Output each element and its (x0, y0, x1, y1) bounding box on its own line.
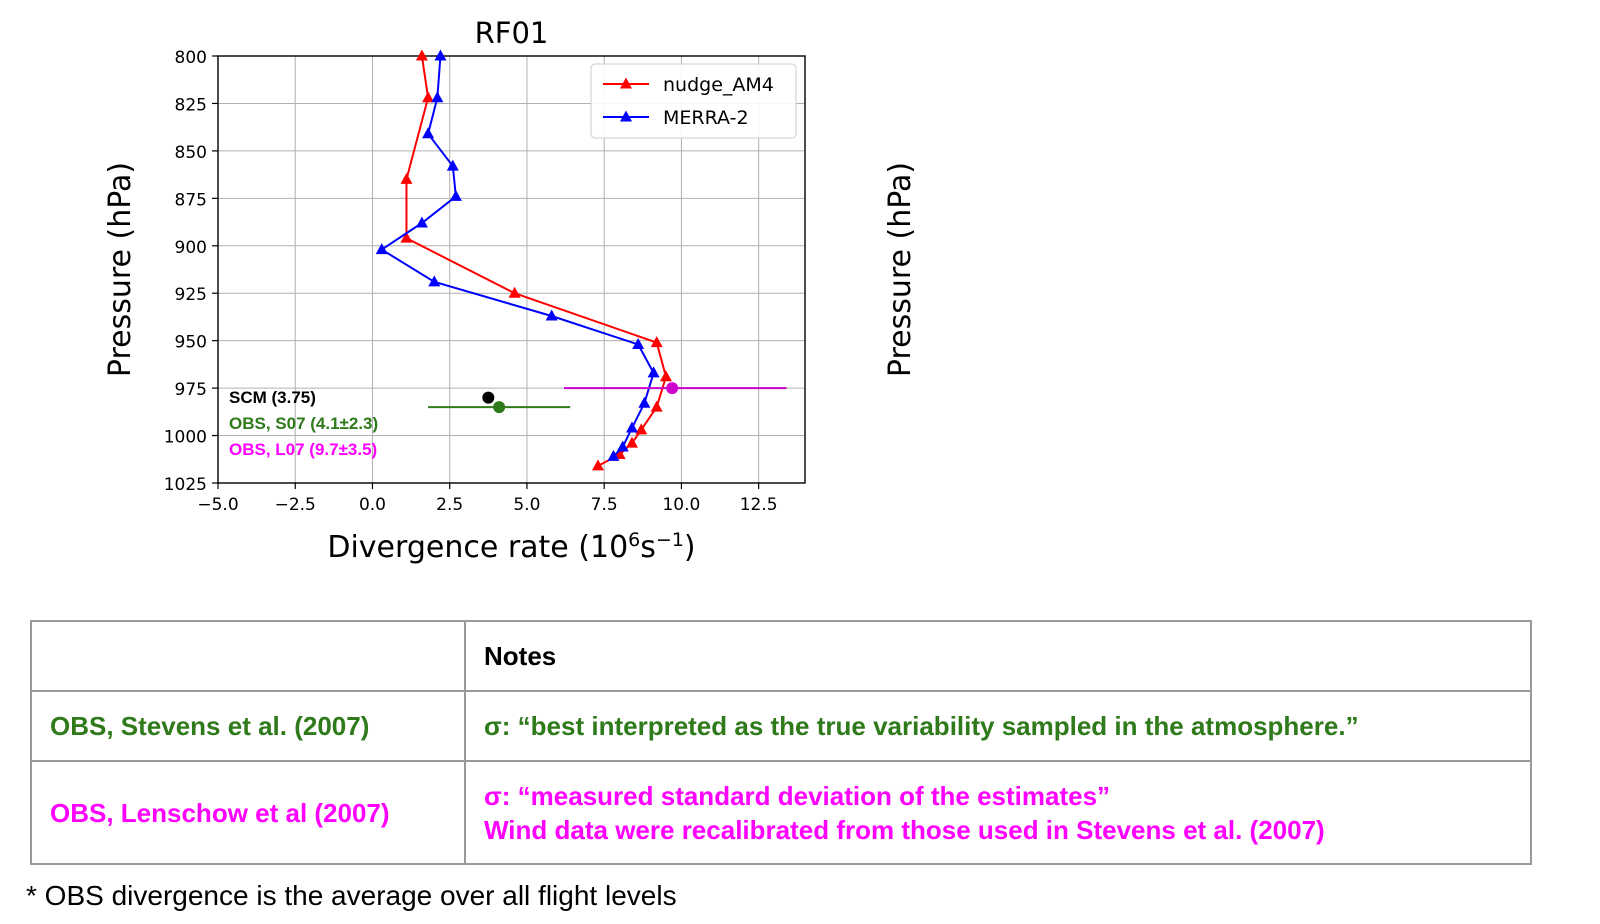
x-axis-label-part: Divergence rate (10 (327, 530, 628, 565)
series-marker-MERRA-2 (422, 127, 435, 139)
x-tick-label: 0.0 (359, 495, 386, 515)
y-tick-label: 875 (175, 190, 207, 210)
annotation-label: SCM (3.75) (229, 388, 316, 407)
legend-marker (620, 110, 632, 122)
series-marker-nudge_AM4 (659, 370, 672, 382)
annotation-label: OBS, L07 (9.7±3.5) (229, 440, 377, 459)
legend-label: MERRA-2 (663, 107, 749, 129)
x-tick-label: −5.0 (197, 495, 238, 515)
notes-table: Notes OBS, Stevens et al. (2007) σ: “bes… (30, 620, 1532, 865)
note-line: σ: “best interpreted as the true variabi… (484, 710, 1359, 741)
chart-rf01: −5.0 −2.5 0.0 2.5 5.0 7.5 10.0 12.5 800 825 850 875… (103, 16, 780, 565)
x-axis-label-part: ) (684, 530, 696, 565)
y-tick-label: 1000 (164, 428, 207, 448)
series-marker-MERRA-2 (449, 189, 462, 201)
chart-rf02: −5.0−2.50.02.55.07.510.012.5800825850875… (780, 55, 918, 484)
series-marker-MERRA-2 (415, 216, 428, 228)
x-axis-label-superscript: −1 (656, 529, 684, 551)
footnote: * OBS divergence is the average over all… (26, 880, 677, 911)
series-marker-MERRA-2 (607, 449, 620, 461)
y-tick-label: 900 (175, 238, 207, 258)
series-marker-MERRA-2 (431, 91, 444, 103)
series-marker-MERRA-2 (616, 440, 629, 452)
series-marker-MERRA-2 (647, 366, 660, 378)
y-tick-label: 925 (175, 285, 207, 305)
series-marker-nudge_AM4 (592, 459, 605, 471)
table-cell-source: OBS, Stevens et al. (2007) (30, 690, 466, 762)
series-marker-MERRA-2 (638, 396, 651, 408)
legend-box (590, 63, 780, 139)
series-marker-nudge_AM4 (635, 423, 648, 435)
x-axis-label-superscript: 6 (628, 529, 640, 551)
series-marker-nudge_AM4 (400, 172, 413, 184)
table-header-notes: Notes (464, 620, 1532, 692)
series-marker-nudge_AM4 (650, 336, 663, 348)
point-marker (493, 401, 506, 414)
table-cell-note: σ: “best interpreted as the true variabi… (464, 690, 1532, 762)
y-tick-label: 825 (175, 95, 207, 115)
series-marker-MERRA-2 (632, 337, 645, 349)
series-marker-MERRA-2 (446, 159, 459, 171)
table-row: OBS, Lenschow et al (2007) σ: “measured … (30, 760, 1532, 865)
table-cell-note: σ: “measured standard deviation of the e… (464, 760, 1532, 865)
table-row: OBS, Stevens et al. (2007) σ: “best inte… (30, 690, 1532, 762)
x-tick-label: 7.5 (591, 495, 618, 515)
legend-box (780, 63, 797, 139)
x-tick-label: 12.5 (740, 495, 778, 515)
series-marker-nudge_AM4 (400, 231, 413, 243)
x-axis-label-part: s (640, 530, 656, 565)
plot-frame (217, 55, 780, 484)
point-marker (482, 391, 495, 404)
chart-title: RF01 (475, 16, 549, 50)
x-axis-label: Divergence rate (106s−1) (327, 529, 695, 565)
note-line: Wind data were recalibrated from those u… (484, 814, 1325, 845)
table-header-row: Notes (30, 620, 1532, 692)
note-line: σ: “measured standard deviation of the e… (484, 780, 1111, 811)
series-marker-nudge_AM4 (508, 286, 521, 298)
x-tick-label: 5.0 (513, 495, 540, 515)
legend-label: nudge_AM4 (663, 74, 774, 96)
y-axis-label: Pressure (hPa) (883, 162, 918, 377)
series-marker-MERRA-2 (545, 309, 558, 321)
table-cell-source: OBS, Lenschow et al (2007) (30, 760, 466, 865)
y-tick-label: 975 (175, 380, 207, 400)
y-axis-label: Pressure (hPa) (103, 162, 138, 377)
series-marker-nudge_AM4 (415, 49, 428, 61)
x-tick-label: −2.5 (275, 495, 316, 515)
legend-marker (620, 77, 632, 89)
series-marker-MERRA-2 (375, 243, 388, 255)
table-header-cell-empty (30, 620, 466, 692)
point-marker (666, 382, 679, 395)
x-tick-label: 10.0 (662, 495, 700, 515)
series-marker-MERRA-2 (428, 275, 441, 287)
x-tick-label: 2.5 (436, 495, 463, 515)
series-marker-nudge_AM4 (625, 436, 638, 448)
y-tick-label: 800 (175, 48, 207, 68)
series-marker-nudge_AM4 (650, 400, 663, 412)
series-marker-MERRA-2 (625, 421, 638, 433)
y-tick-label: 850 (175, 143, 207, 163)
series-marker-MERRA-2 (434, 49, 447, 61)
plot-frame (780, 55, 806, 484)
y-tick-label: 1025 (164, 475, 207, 495)
series-marker-nudge_AM4 (422, 91, 435, 103)
annotation-label: OBS, S07 (4.1±2.3) (229, 414, 378, 433)
y-tick-label: 950 (175, 333, 207, 353)
